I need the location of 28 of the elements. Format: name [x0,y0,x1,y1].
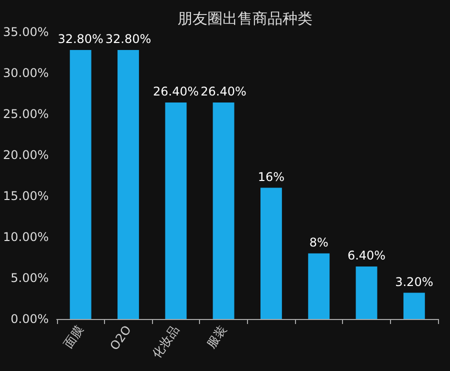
bar [260,188,282,319]
y-tick-label: 25.00% [2,107,49,121]
bar [212,102,234,319]
y-tick-label: 30.00% [2,66,49,80]
y-tick-label: 0.00% [10,312,49,326]
data-label: 16% [258,170,285,184]
bar [118,50,139,319]
data-label: 3.20% [395,274,434,289]
data-label: 26.40% [153,84,199,99]
x-tick-label: 化妆品 [150,322,182,360]
bar [308,253,330,319]
x-tick-label: 服装 [204,322,230,351]
chart-title: 朋友圈出售商品种类 [178,10,312,28]
bar [165,102,187,319]
x-tick-label: 面膜 [61,322,86,351]
data-label: 6.40% [347,248,386,263]
y-tick-label: 5.00% [10,271,49,285]
y-tick-label: 10.00% [2,230,49,244]
data-label: 8% [309,235,328,250]
data-label: 32.80% [58,32,104,46]
y-tick-label: 35.00% [2,25,49,39]
y-tick-label: 15.00% [2,189,49,203]
data-label: 32.80% [105,32,152,46]
bar [356,266,378,319]
bar [403,292,425,319]
bar [70,50,92,319]
data-label: 26.40% [200,84,246,99]
y-tick-label: 20.00% [2,148,49,162]
